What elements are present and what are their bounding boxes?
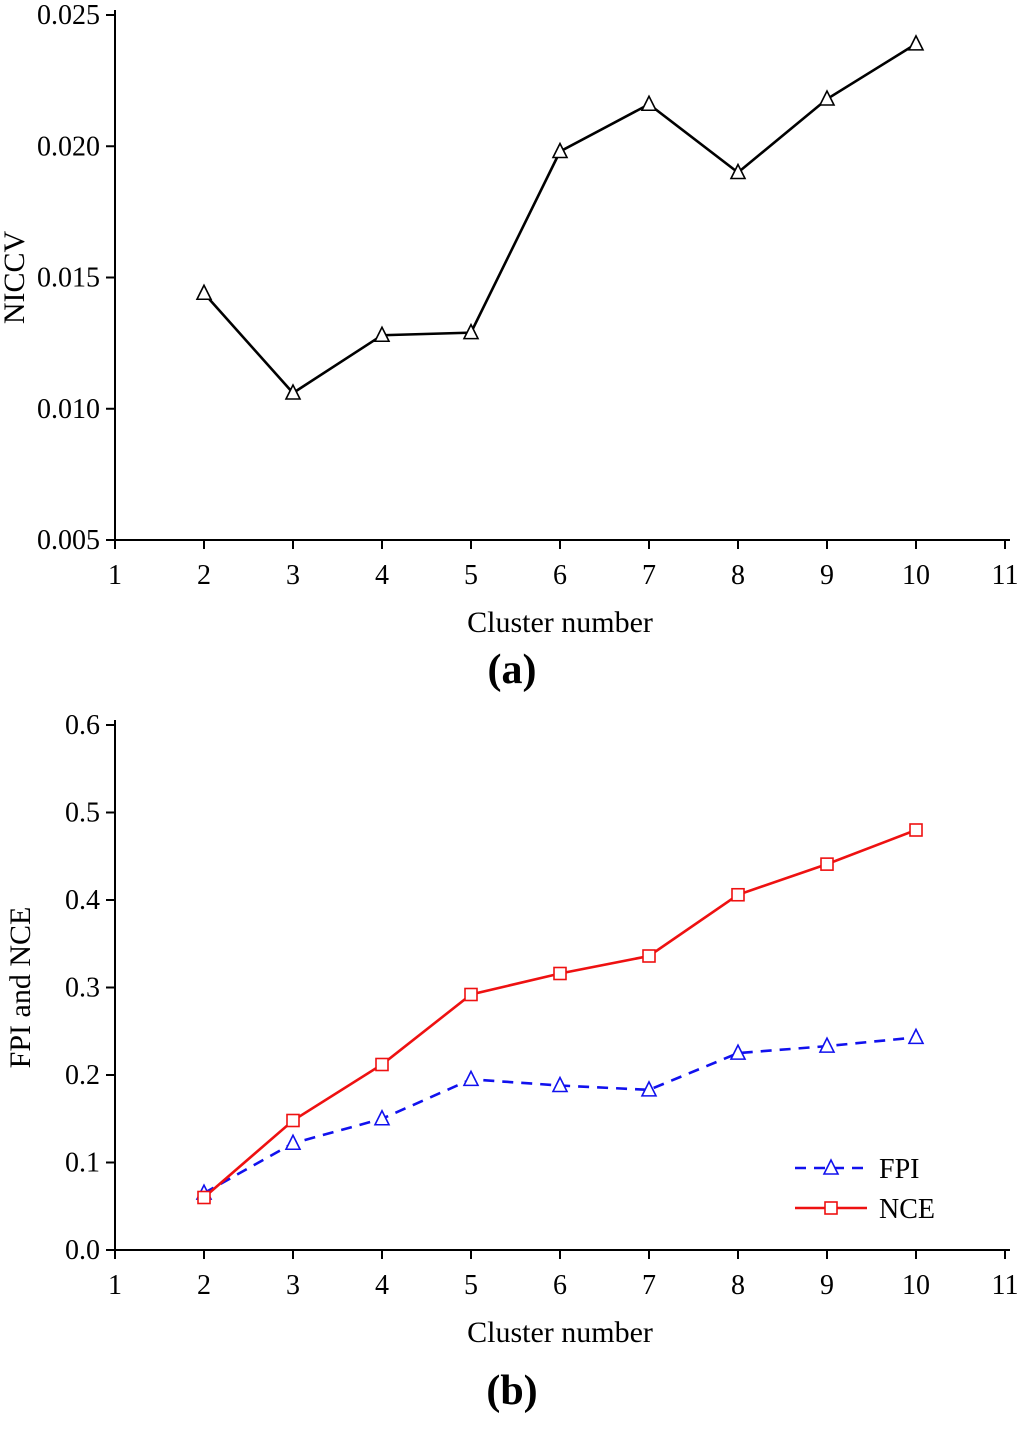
square-marker — [731, 887, 745, 902]
triangle-marker — [729, 162, 747, 180]
x-tick-label: 4 — [375, 560, 389, 591]
x-tick-label: 9 — [820, 1270, 834, 1301]
series-niccv — [195, 34, 925, 400]
triangle-marker — [462, 322, 480, 340]
y-axis-title: NICCV — [0, 230, 31, 324]
square-marker — [375, 1057, 389, 1072]
y-tick-label: 0.005 — [37, 525, 100, 556]
triangle-marker — [551, 1075, 569, 1093]
x-tick-label: 11 — [992, 560, 1019, 591]
legend-label: FPI — [879, 1154, 919, 1185]
triangle-marker — [551, 141, 569, 159]
y-tick-label: 0.6 — [65, 710, 100, 741]
y-tick-label: 0.5 — [65, 798, 100, 829]
x-tick-label: 8 — [731, 560, 745, 591]
triangle-marker — [284, 383, 302, 400]
x-tick-label: 8 — [731, 1270, 745, 1301]
series-line — [203, 1036, 917, 1195]
x-tick-label: 6 — [553, 560, 567, 591]
y-tick-label: 0.4 — [65, 885, 100, 916]
x-tick-label: 2 — [197, 560, 211, 591]
axes — [106, 720, 1010, 1259]
x-tick-label: 11 — [992, 1270, 1019, 1301]
series-fpi — [195, 1027, 925, 1200]
square-marker — [553, 966, 567, 981]
square-marker — [286, 1113, 300, 1128]
x-tick-label: 3 — [286, 1270, 300, 1301]
x-tick-label: 10 — [902, 560, 930, 591]
square-marker — [197, 1190, 211, 1205]
y-tick-label: 0.1 — [65, 1148, 100, 1179]
y-tick-label: 0.2 — [65, 1060, 100, 1091]
legend-label: NCE — [879, 1194, 935, 1225]
x-tick-label: 10 — [902, 1270, 930, 1301]
series-nce — [197, 823, 923, 1205]
triangle-marker — [818, 1036, 836, 1053]
x-tick-label: 1 — [108, 1270, 122, 1301]
triangle-marker — [907, 34, 925, 51]
panel-a: 1 2 3 4 5 6 7 8 9 10 11 0.005 0.010 0.015 0.020 0.025 Cl… — [0, 0, 1024, 700]
series-line — [203, 828, 917, 1199]
x-tick-label: 7 — [642, 560, 656, 591]
panel-a-label: (a) — [487, 647, 537, 693]
triangle-marker — [195, 283, 213, 301]
y-tick-label: 0.025 — [37, 0, 100, 31]
triangle-marker — [373, 325, 391, 343]
chart-b-fpi-nce-line-plot: 1 2 3 4 5 6 7 8 9 10 11 0.0 0.1 0.2 0.3 0.4 0.5 0.6 Cluste… — [4, 710, 1019, 1349]
y-tick-label: 0.3 — [65, 973, 100, 1004]
square-marker — [824, 1201, 838, 1215]
x-tick-label: 6 — [553, 1270, 567, 1301]
panel-b-label: (b) — [486, 1368, 538, 1414]
triangle-marker — [822, 1158, 840, 1175]
y-axis-title: FPI and NCE — [4, 907, 37, 1069]
triangle-marker — [729, 1043, 747, 1060]
chart-a-niccv-line-plot: 1 2 3 4 5 6 7 8 9 10 11 0.005 0.010 0.015 0.020 0.025 Cl… — [0, 0, 1019, 639]
x-axis-title: Cluster number — [467, 606, 653, 639]
square-marker — [909, 823, 923, 837]
x-tick-label: 3 — [286, 560, 300, 591]
axes — [106, 10, 1010, 549]
x-axis-title: Cluster number — [467, 1316, 653, 1349]
y-tick-label: 0.010 — [37, 394, 100, 425]
triangle-marker — [640, 1080, 658, 1097]
panel-b: 1 2 3 4 5 6 7 8 9 10 11 0.0 0.1 0.2 0.3 0.4 0.5 0.6 Cluste… — [0, 700, 1024, 1441]
x-tick-label: 7 — [642, 1270, 656, 1301]
square-marker — [820, 857, 834, 871]
triangle-marker — [284, 1133, 302, 1151]
square-marker — [464, 987, 478, 1002]
series-line — [203, 42, 917, 395]
y-tick-label: 0.020 — [37, 131, 100, 162]
triangle-marker — [818, 89, 836, 106]
x-tick-label: 1 — [108, 560, 122, 591]
x-tick-label: 9 — [820, 560, 834, 591]
triangle-marker — [640, 94, 658, 112]
x-tick-label: 4 — [375, 1270, 389, 1301]
triangle-marker — [462, 1069, 480, 1087]
x-tick-label: 5 — [464, 560, 478, 591]
x-tick-label: 5 — [464, 1270, 478, 1301]
square-marker — [642, 949, 656, 963]
y-tick-label: 0.0 — [65, 1235, 100, 1266]
triangle-marker — [373, 1108, 391, 1126]
triangle-marker — [907, 1027, 925, 1045]
x-tick-label: 2 — [197, 1270, 211, 1301]
legend: FPI NCE — [795, 1154, 935, 1225]
y-tick-label: 0.015 — [37, 263, 100, 294]
